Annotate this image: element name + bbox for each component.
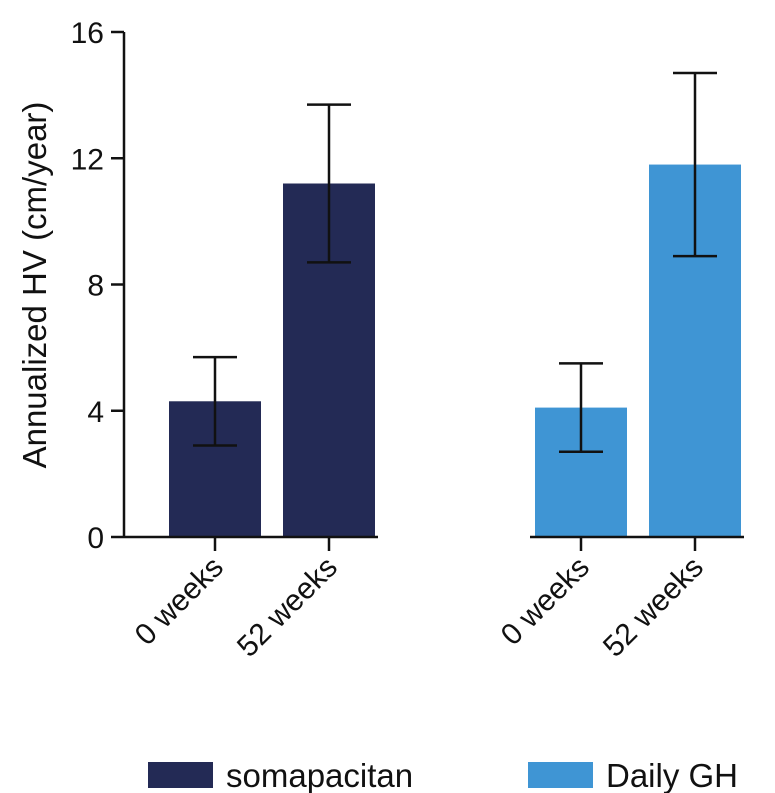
y-tick-label: 8 bbox=[87, 270, 104, 303]
y-tick-label: 4 bbox=[87, 396, 104, 429]
y-tick-label: 12 bbox=[71, 143, 104, 176]
legend-label: Daily GH bbox=[606, 757, 738, 793]
x-tick-label: 52 weeks bbox=[231, 551, 344, 664]
y-axis-title: Annualized HV (cm/year) bbox=[16, 102, 53, 469]
x-tick-label: 0 weeks bbox=[495, 551, 596, 652]
x-tick-label: 52 weeks bbox=[597, 551, 710, 664]
legend-label: somapacitan bbox=[226, 757, 413, 793]
x-tick-label: 0 weeks bbox=[129, 551, 230, 652]
y-tick-label: 16 bbox=[71, 17, 104, 50]
legend-swatch bbox=[148, 762, 213, 788]
y-tick-label: 0 bbox=[87, 522, 104, 555]
legend-swatch bbox=[528, 762, 593, 788]
legend: somapacitan Daily GH bbox=[148, 757, 738, 793]
